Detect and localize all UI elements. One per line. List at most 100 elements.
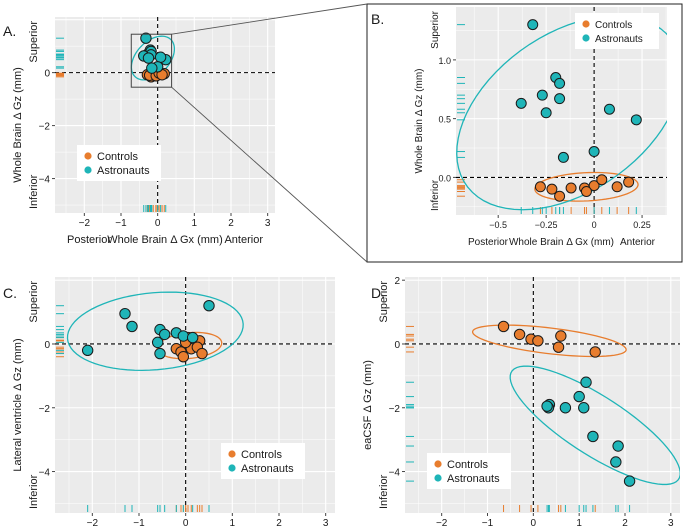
y-tick-label: 1.0 xyxy=(438,56,451,66)
legend-background xyxy=(575,13,659,49)
direction-label-left: Posterior xyxy=(67,234,111,246)
direction-label-right: Anterior xyxy=(224,234,263,246)
point-controls xyxy=(513,328,526,341)
y-axis-title: Lateral ventricle Δ Gz (mm) xyxy=(12,338,24,471)
panel-label: C. xyxy=(3,285,17,301)
point-astronauts xyxy=(177,330,190,342)
direction-label-bottom: Inferior xyxy=(28,174,40,209)
point-astronauts xyxy=(186,331,199,344)
legend-label: Controls xyxy=(241,449,282,461)
y-axis-title: eaCSF Δ Gz (mm) xyxy=(362,360,374,450)
point-controls xyxy=(580,185,592,197)
legend-label: Controls xyxy=(447,459,488,471)
legend-swatch-astronauts xyxy=(582,34,590,42)
x-tick-label: −1 xyxy=(133,518,145,528)
point-astronauts xyxy=(540,107,552,119)
legend: Controls Astronauts xyxy=(427,453,511,489)
point-controls xyxy=(552,341,565,353)
legend-label: Astronauts xyxy=(241,463,294,475)
x-tick-label: 0 xyxy=(155,218,161,229)
legend-label: Controls xyxy=(97,151,138,163)
point-astronauts xyxy=(580,376,592,388)
rug-marks xyxy=(56,305,210,512)
legend-background xyxy=(221,443,305,479)
direction-label-top: Superior xyxy=(28,281,40,323)
point-astronauts xyxy=(554,93,566,105)
x-tick-label: 0.25 xyxy=(633,220,651,230)
point-astronauts xyxy=(578,402,590,414)
legend-label: Astronauts xyxy=(97,165,150,177)
zoom-box xyxy=(130,33,173,88)
x-tick-label: 2 xyxy=(622,518,628,528)
x-tick-label: −2 xyxy=(79,218,91,229)
point-astronauts xyxy=(588,146,600,158)
legend-label: Astronauts xyxy=(595,34,643,45)
x-tick-label: 3 xyxy=(323,518,329,528)
x-axis-title: Whole Brain Δ Gx (mm) xyxy=(107,234,223,246)
point-astronauts xyxy=(146,62,158,74)
legend-swatch-astronauts xyxy=(84,166,92,174)
point-astronauts xyxy=(527,19,539,31)
panel-label: D. xyxy=(371,285,385,301)
direction-label-bottom: Inferior xyxy=(430,179,441,211)
point-controls xyxy=(565,182,577,194)
y-tick-label: −2 xyxy=(39,404,51,415)
legend-background xyxy=(77,145,161,181)
point-controls xyxy=(589,346,601,358)
y-tick-label: 0 xyxy=(44,340,50,351)
point-controls xyxy=(534,181,546,193)
y-tick-label: 0 xyxy=(394,340,400,351)
point-controls xyxy=(177,351,190,363)
y-tick-label: −4 xyxy=(39,468,51,479)
point-controls xyxy=(497,320,510,333)
y-tick-label: −2 xyxy=(389,404,401,415)
x-tick-label: 3 xyxy=(265,218,271,229)
point-astronauts xyxy=(559,402,572,414)
legend: Controls Astronauts xyxy=(575,13,659,49)
point-controls xyxy=(532,335,544,347)
point-astronauts xyxy=(623,475,636,487)
point-controls xyxy=(596,174,608,186)
legend-swatch-controls xyxy=(582,20,590,28)
y-tick-label: −2 xyxy=(39,122,51,133)
point-astronauts xyxy=(119,307,131,320)
point-controls xyxy=(555,330,567,342)
x-tick-label: 1 xyxy=(576,518,582,528)
ellipse-astronauts xyxy=(66,291,244,371)
point-astronauts xyxy=(203,300,215,312)
plot-background xyxy=(55,17,275,213)
legend-swatch-astronauts xyxy=(434,474,442,482)
ellipse-controls xyxy=(471,324,627,358)
panel-label: A. xyxy=(3,23,16,39)
x-tick-label: −1 xyxy=(482,518,494,528)
direction-label-top: Superior xyxy=(378,281,390,323)
legend-swatch-controls xyxy=(228,450,236,458)
direction-label-right: Anterior xyxy=(620,237,656,248)
legend: Controls Astronauts xyxy=(77,145,161,181)
y-tick-label: 0.0 xyxy=(438,173,451,183)
point-controls xyxy=(554,190,566,202)
legend-swatch-controls xyxy=(84,152,92,160)
rug-marks xyxy=(406,325,631,512)
point-astronauts xyxy=(603,103,615,115)
x-tick-label: 0 xyxy=(531,518,537,528)
point-astronauts xyxy=(151,336,164,349)
point-astronauts xyxy=(154,347,166,360)
x-tick-label: 0 xyxy=(592,220,597,230)
point-astronauts xyxy=(557,151,569,163)
point-astronauts xyxy=(81,344,94,357)
x-tick-label: −1 xyxy=(115,218,127,229)
point-astronauts xyxy=(154,51,167,63)
direction-label-left: Posterior xyxy=(468,237,509,248)
zoom-connector-top xyxy=(171,3,368,35)
y-tick-label: 2 xyxy=(394,276,400,287)
legend-label: Astronauts xyxy=(447,473,500,485)
direction-label-top: Superior xyxy=(28,21,40,63)
legend: Controls Astronauts xyxy=(221,443,305,479)
point-astronauts xyxy=(587,430,599,443)
y-tick-label: −4 xyxy=(389,468,401,479)
point-astronauts xyxy=(630,114,642,126)
y-axis-title: Whole Brain Δ Gz (mm) xyxy=(12,67,24,183)
x-tick-label: 1 xyxy=(230,518,236,528)
point-astronauts xyxy=(573,390,585,403)
